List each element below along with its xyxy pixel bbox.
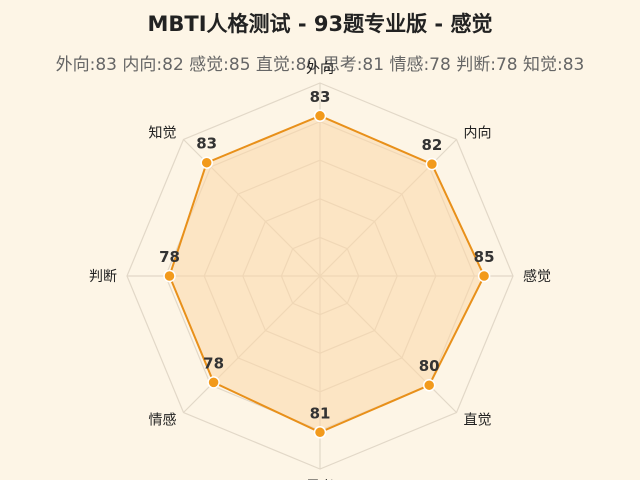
value-label-2: 85: [474, 248, 495, 266]
value-label-1: 82: [421, 136, 442, 154]
data-point-7: [200, 156, 213, 169]
value-label-3: 80: [419, 357, 440, 375]
chart-title: MBTI人格测试 - 93题专业版 - 感觉: [147, 12, 493, 36]
data-point-0: [313, 109, 327, 123]
data-point-2: [477, 269, 491, 283]
data-point-6: [163, 269, 176, 283]
axis-label-0: 外向: [306, 61, 334, 77]
value-label-6: 78: [159, 248, 180, 266]
value-label-7: 83: [196, 135, 217, 153]
data-point-1: [425, 157, 439, 171]
value-label-0: 83: [310, 88, 331, 106]
value-label-5: 78: [203, 354, 224, 372]
value-label-4: 81: [310, 404, 331, 422]
data-point-5: [207, 376, 220, 389]
data-point-3: [422, 378, 436, 392]
axis-label-6: 判断: [89, 269, 117, 285]
axis-label-2: 感觉: [523, 268, 551, 285]
axis-label-7: 知觉: [149, 125, 177, 142]
axis-label-3: 直觉: [464, 412, 492, 429]
data-point-4: [313, 426, 327, 439]
axis-label-1: 内向: [464, 126, 492, 142]
chart-subtitle: 外向:83 内向:82 感觉:85 直觉:80 思考:81 情感:78 判断:7…: [55, 55, 585, 75]
axis-label-5: 情感: [149, 412, 177, 429]
